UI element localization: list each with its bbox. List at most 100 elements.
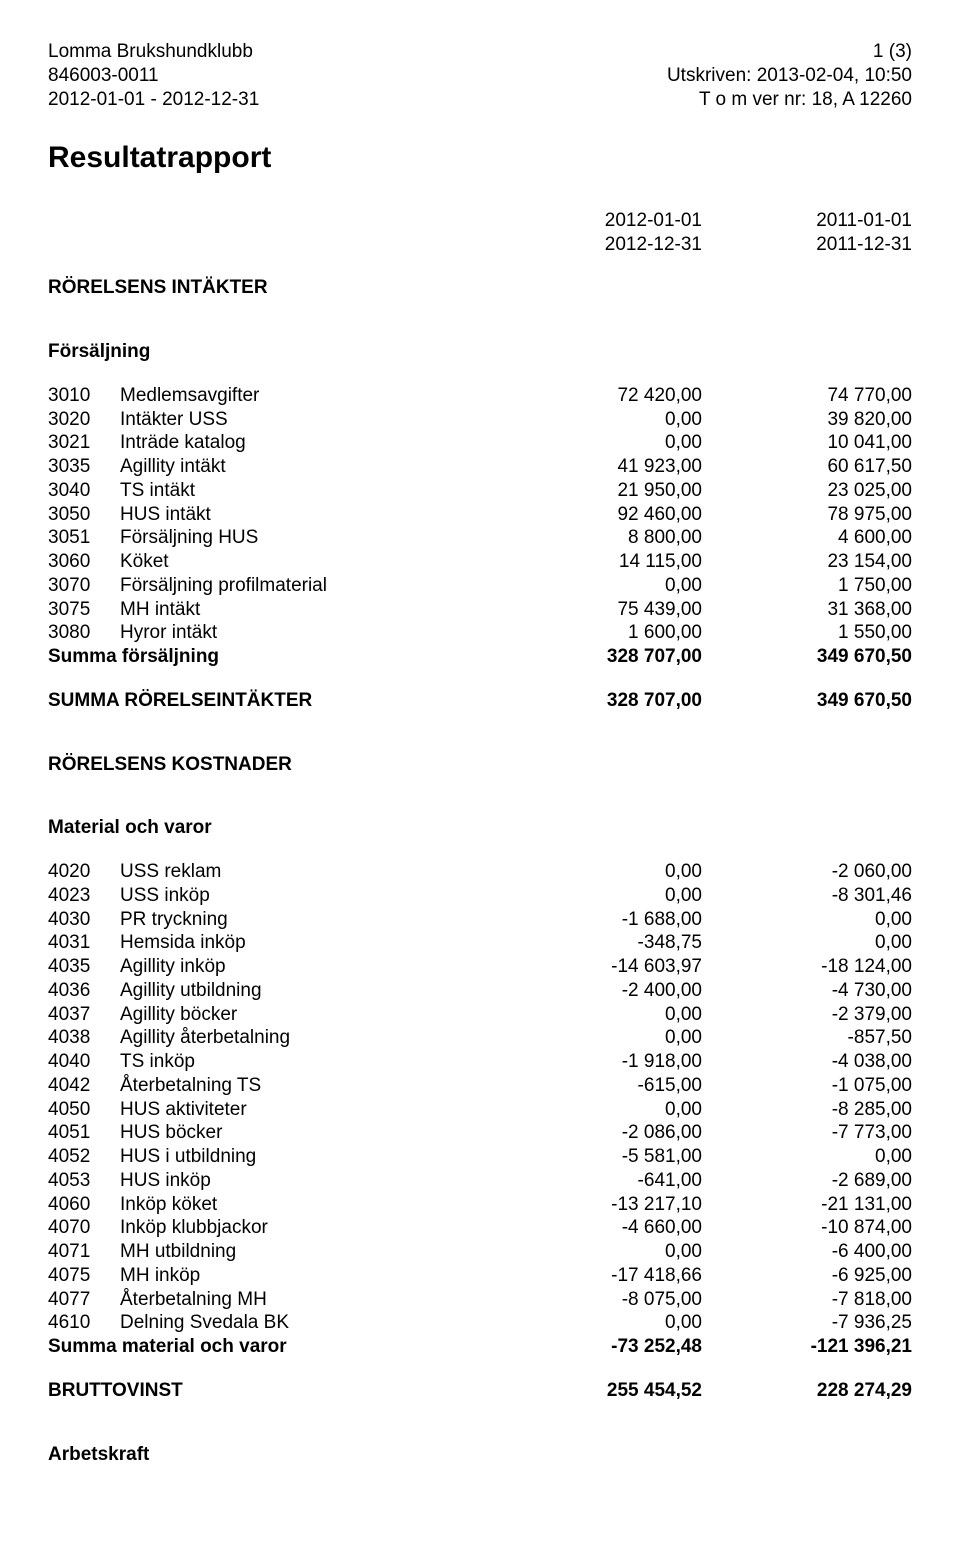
- value-period2: -2 379,00: [702, 1003, 912, 1027]
- table-row: 4610Delning Svedala BK0,00-7 936,25: [48, 1311, 912, 1335]
- table-sum-row: Summa försäljning328 707,00349 670,50: [48, 645, 912, 669]
- value-period1: -14 603,97: [492, 955, 702, 979]
- summa-rorelseintakter-v2: 349 670,50: [702, 689, 912, 713]
- table-row: 4077Återbetalning MH-8 075,00-7 818,00: [48, 1288, 912, 1312]
- account-desc: Hyror intäkt: [120, 621, 492, 645]
- account-desc: MH utbildning: [120, 1240, 492, 1264]
- account-desc: MH intäkt: [120, 598, 492, 622]
- account-code: 4071: [48, 1240, 120, 1264]
- value-period2: -1 075,00: [702, 1074, 912, 1098]
- account-code: 3035: [48, 455, 120, 479]
- account-desc: Försäljning HUS: [120, 526, 492, 550]
- account-desc: TS intäkt: [120, 479, 492, 503]
- value-period1: 0,00: [492, 1026, 702, 1050]
- value-period1: -641,00: [492, 1169, 702, 1193]
- account-code: 4070: [48, 1216, 120, 1240]
- value-period1: 0,00: [492, 884, 702, 908]
- account-desc: Intäkter USS: [120, 408, 492, 432]
- account-code: 4077: [48, 1288, 120, 1312]
- table-row: 4075MH inköp-17 418,66-6 925,00: [48, 1264, 912, 1288]
- table-row: 4042Återbetalning TS-615,00-1 075,00: [48, 1074, 912, 1098]
- value-period1: -348,75: [492, 931, 702, 955]
- value-period2: 23 154,00: [702, 550, 912, 574]
- table-row: 4037Agillity böcker0,00-2 379,00: [48, 1003, 912, 1027]
- account-code: 4031: [48, 931, 120, 955]
- value-period2: -6 925,00: [702, 1264, 912, 1288]
- table-row: 4071MH utbildning0,00-6 400,00: [48, 1240, 912, 1264]
- account-desc: Återbetalning TS: [120, 1074, 492, 1098]
- value-period1: 0,00: [492, 574, 702, 598]
- account-code: 3060: [48, 550, 120, 574]
- value-period1: 21 950,00: [492, 479, 702, 503]
- account-desc: Agillity återbetalning: [120, 1026, 492, 1050]
- account-code: 4035: [48, 955, 120, 979]
- value-period1: 92 460,00: [492, 503, 702, 527]
- account-desc: Inköp klubbjackor: [120, 1216, 492, 1240]
- sum-v1: -73 252,48: [492, 1335, 702, 1359]
- version-info: T o m ver nr: 18, A 12260: [667, 88, 912, 112]
- account-desc: Agillity inköp: [120, 955, 492, 979]
- summa-rorelseintakter-v1: 328 707,00: [492, 689, 702, 713]
- table-row: 4070Inköp klubbjackor-4 660,00-10 874,00: [48, 1216, 912, 1240]
- value-period1: -8 075,00: [492, 1288, 702, 1312]
- account-code: 4052: [48, 1145, 120, 1169]
- bruttovinst-v2: 228 274,29: [702, 1379, 912, 1403]
- section-arbetskraft: Arbetskraft: [48, 1443, 912, 1467]
- sum-label: Summa material och varor: [48, 1335, 492, 1359]
- table-row: 3021Inträde katalog0,0010 041,00: [48, 431, 912, 455]
- account-desc: Köket: [120, 550, 492, 574]
- table-row: 4052HUS i utbildning-5 581,000,00: [48, 1145, 912, 1169]
- value-period1: 14 115,00: [492, 550, 702, 574]
- account-code: 3080: [48, 621, 120, 645]
- value-period2: 31 368,00: [702, 598, 912, 622]
- value-period1: 0,00: [492, 1003, 702, 1027]
- period2-start: 2011-01-01: [702, 209, 912, 233]
- table-row: 4060Inköp köket-13 217,10-21 131,00: [48, 1193, 912, 1217]
- value-period1: -5 581,00: [492, 1145, 702, 1169]
- account-desc: Agillity utbildning: [120, 979, 492, 1003]
- table-row: 3075MH intäkt75 439,0031 368,00: [48, 598, 912, 622]
- account-code: 3075: [48, 598, 120, 622]
- value-period2: 60 617,50: [702, 455, 912, 479]
- value-period1: 41 923,00: [492, 455, 702, 479]
- account-desc: HUS intäkt: [120, 503, 492, 527]
- period2-end: 2011-12-31: [702, 233, 912, 257]
- value-period2: 39 820,00: [702, 408, 912, 432]
- value-period2: 0,00: [702, 1145, 912, 1169]
- value-period2: 23 025,00: [702, 479, 912, 503]
- value-period2: -7 936,25: [702, 1311, 912, 1335]
- value-period2: 0,00: [702, 908, 912, 932]
- account-code: 4038: [48, 1026, 120, 1050]
- account-desc: HUS i utbildning: [120, 1145, 492, 1169]
- account-code: 4040: [48, 1050, 120, 1074]
- table-row: 4030PR tryckning-1 688,000,00: [48, 908, 912, 932]
- account-code: 4051: [48, 1121, 120, 1145]
- value-period2: -8 285,00: [702, 1098, 912, 1122]
- account-desc: USS reklam: [120, 860, 492, 884]
- value-period2: -10 874,00: [702, 1216, 912, 1240]
- table-row: 3035Agillity intäkt41 923,0060 617,50: [48, 455, 912, 479]
- value-period2: 1 750,00: [702, 574, 912, 598]
- value-period2: -18 124,00: [702, 955, 912, 979]
- value-period2: 0,00: [702, 931, 912, 955]
- value-period1: 0,00: [492, 1098, 702, 1122]
- value-period1: -2 086,00: [492, 1121, 702, 1145]
- value-period1: 0,00: [492, 408, 702, 432]
- account-desc: Inträde katalog: [120, 431, 492, 455]
- period1-start: 2012-01-01: [492, 209, 702, 233]
- account-desc: Hemsida inköp: [120, 931, 492, 955]
- table-row: 4050HUS aktiviteter0,00-8 285,00: [48, 1098, 912, 1122]
- value-period2: -8 301,46: [702, 884, 912, 908]
- account-desc: Försäljning profilmaterial: [120, 574, 492, 598]
- account-code: 3051: [48, 526, 120, 550]
- value-period2: -6 400,00: [702, 1240, 912, 1264]
- value-period1: -13 217,10: [492, 1193, 702, 1217]
- account-code: 4050: [48, 1098, 120, 1122]
- sum-v1: 328 707,00: [492, 645, 702, 669]
- account-code: 3010: [48, 384, 120, 408]
- table-row: 4040TS inköp-1 918,00-4 038,00: [48, 1050, 912, 1074]
- value-period1: 0,00: [492, 431, 702, 455]
- section-forsaljning: Försäljning: [48, 340, 912, 364]
- table-row: 4036Agillity utbildning-2 400,00-4 730,0…: [48, 979, 912, 1003]
- org-id: 846003-0011: [48, 64, 259, 88]
